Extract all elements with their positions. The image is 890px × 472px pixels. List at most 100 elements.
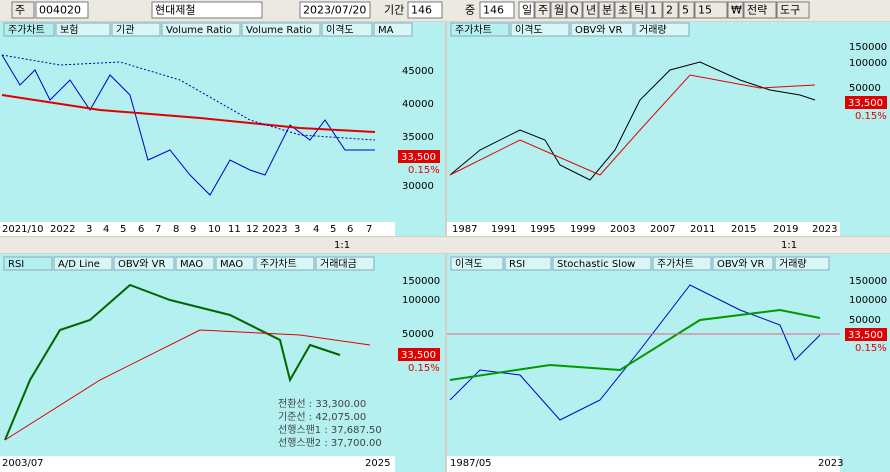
toolbar-button[interactable]: 틱 [634,4,644,17]
toolbar-button[interactable]: 1 [650,4,657,17]
tab-label[interactable]: RSI [509,259,525,270]
tab-label[interactable]: RSI [8,259,24,270]
tab[interactable] [3,256,53,271]
x-axis-label: 2003 [610,224,635,235]
tab[interactable] [241,22,321,37]
tab-label[interactable]: 기관 [116,24,134,36]
tab-label[interactable]: 이격도 [515,23,543,36]
tab-label[interactable]: 거래량 [779,258,807,270]
toolbar-button[interactable]: 분 [602,4,612,17]
period[interactable]: 146 [411,4,432,17]
ichimoku-info: 전환선 : 33,300.00 [278,398,366,410]
toolbar-button-box[interactable] [566,1,583,19]
toolbar-button-box[interactable] [662,1,679,19]
tab-label[interactable]: A/D Line [58,259,100,270]
toolbar-button[interactable]: 년 [586,4,596,17]
count-box[interactable] [479,1,515,19]
tab[interactable] [215,256,255,271]
toolbar-button-box[interactable] [598,1,615,19]
ma-line [1,54,376,141]
tab-label[interactable]: MAO [220,259,243,270]
tab[interactable] [315,256,375,271]
toolbar-button[interactable]: 5 [682,4,689,17]
count[interactable]: 146 [483,4,504,17]
toolbar-button[interactable]: 전략 [747,4,767,17]
period-box[interactable] [407,1,443,19]
market-box[interactable] [11,1,35,19]
date[interactable]: 2023/07/20 [303,4,366,17]
tab[interactable] [111,22,161,37]
tab[interactable] [161,22,241,37]
tab-label[interactable]: MA [378,25,394,36]
tab[interactable] [712,256,774,271]
toolbar-button[interactable]: 15 [698,4,712,17]
toolbar-button-box[interactable] [678,1,695,19]
tab-label[interactable]: OBV와 VR [118,258,165,270]
toolbar-button[interactable]: ₩ [731,4,742,17]
toolbar-button[interactable]: 초 [618,4,628,17]
panel-bg [447,254,890,472]
tab-label[interactable]: Volume Ratio [246,25,312,36]
toolbar-button-box[interactable] [694,1,728,19]
tab[interactable] [504,256,552,271]
tab-label[interactable]: MAO [180,259,203,270]
zoom-ratio[interactable]: 1:1 [334,240,350,251]
tab[interactable] [3,22,55,37]
zoom-ratio[interactable]: 1:1 [781,240,797,251]
toolbar-button-box[interactable] [630,1,647,19]
tab-label[interactable]: 주가차트 [260,258,297,270]
tab-label[interactable]: 거래대금 [320,258,357,270]
toolbar-button-box[interactable] [646,1,663,19]
toolbar-button[interactable]: 주 [538,4,548,17]
toolbar-button-box[interactable] [518,1,535,19]
tab-label[interactable]: 보험 [60,24,78,36]
tab[interactable] [510,22,570,37]
tab[interactable] [255,256,315,271]
tab-label[interactable]: 주가차트 [657,258,694,270]
tab[interactable] [774,256,830,271]
toolbar-button-box[interactable] [534,1,551,19]
tab[interactable] [450,22,510,37]
market[interactable]: 주 [15,4,25,17]
toolbar-button[interactable]: 월 [554,4,564,17]
tab-label[interactable]: 이격도 [455,257,483,270]
toolbar-button-box[interactable] [776,1,810,19]
x-axis-label: 2019 [773,224,798,235]
tab[interactable] [634,22,690,37]
x-axis-label: 2023 [818,458,843,469]
x-axis-label: 11 [228,224,241,235]
tab[interactable] [55,22,111,37]
tab[interactable] [321,22,373,37]
tab[interactable] [175,256,215,271]
tab-label[interactable]: 이격도 [326,23,354,36]
tab[interactable] [113,256,175,271]
toolbar-button[interactable]: 2 [666,4,673,17]
tab[interactable] [53,256,113,271]
tab[interactable] [652,256,712,271]
toolbar-button-box[interactable] [727,1,744,19]
tab-label[interactable]: 주가차트 [8,24,45,36]
toolbar-button-box[interactable] [550,1,567,19]
toolbar-button[interactable]: 도구 [780,4,800,17]
toolbar-button-box[interactable] [743,1,777,19]
price-traces [1,54,840,441]
tab[interactable] [373,22,413,37]
date-box[interactable] [299,1,371,19]
tab-label[interactable]: 거래량 [639,24,667,36]
tab-label[interactable]: OBV와 VR [575,24,622,36]
tab-label[interactable]: Volume Ratio [166,25,232,36]
tab-label[interactable]: 주가차트 [455,24,492,36]
tab[interactable] [552,256,652,271]
stock-code-box[interactable] [35,1,89,19]
tab-label[interactable]: OBV와 VR [717,258,764,270]
tab[interactable] [570,22,634,37]
toolbar-button-box[interactable] [582,1,599,19]
ichimoku-info: 선행스팬1 : 37,687.50 [278,424,382,436]
x-axis-label: 6 [347,224,353,235]
tab-label[interactable]: Stochastic Slow [557,259,635,270]
toolbar-button[interactable]: 일 [522,3,532,17]
toolbar-button[interactable]: Q [570,4,579,17]
stock-code[interactable]: 004020 [39,4,81,17]
tab[interactable] [450,256,504,271]
toolbar-button-box[interactable] [614,1,631,19]
